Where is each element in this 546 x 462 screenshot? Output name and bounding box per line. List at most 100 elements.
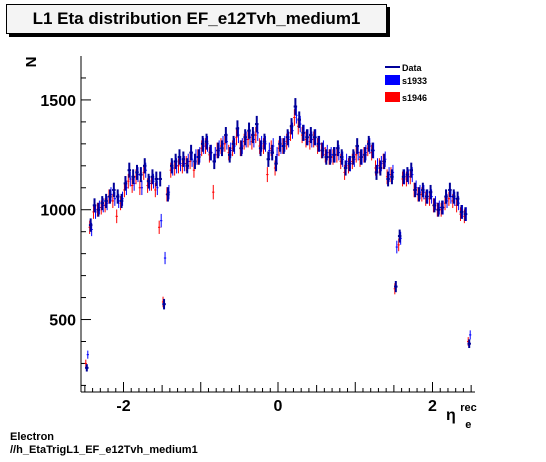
data-point [224, 127, 228, 144]
data-point [181, 151, 186, 167]
data-point [177, 149, 182, 165]
data-point [251, 127, 255, 144]
data-point [173, 153, 178, 170]
data-point [243, 129, 247, 146]
data-point [166, 187, 170, 202]
s1946-point [138, 180, 142, 196]
data-point [123, 176, 128, 191]
data-point [146, 173, 151, 189]
s1933-point [163, 251, 167, 265]
data-point [444, 189, 448, 204]
data-point [421, 182, 425, 198]
data-point [239, 140, 244, 157]
data-point [332, 147, 336, 163]
s1946-point [254, 127, 257, 144]
legend-s1933-swatch [385, 75, 400, 85]
data-point [413, 182, 417, 198]
data-point [293, 98, 298, 115]
data-point [355, 138, 359, 154]
data-point [150, 169, 155, 185]
data-point [459, 205, 464, 219]
data-point [158, 171, 162, 187]
data-point [131, 169, 135, 185]
data-point [339, 149, 344, 165]
data-point [424, 189, 429, 204]
data-point [463, 207, 468, 221]
data-point [448, 182, 452, 198]
data-point [324, 149, 329, 165]
data-point [328, 149, 332, 165]
data-point [390, 169, 394, 185]
data-point [154, 171, 159, 187]
data-point [401, 169, 406, 185]
data-point [436, 202, 441, 217]
data-point [88, 218, 93, 232]
data-point [417, 187, 421, 202]
footer-particle-label: Electron [10, 431, 55, 443]
data-point [394, 280, 398, 293]
footer-histogram-path: //h_EtaTrigL1_EF_e12Tvh_medium1 [10, 444, 198, 456]
data-point [135, 164, 139, 180]
s1946-point [158, 220, 161, 234]
data-point [382, 153, 386, 170]
legend-s1946-label: s1946 [402, 93, 427, 103]
data-point [231, 135, 236, 152]
s1933-point [140, 180, 144, 196]
data-point [104, 193, 108, 209]
data-point [386, 171, 390, 187]
data-point [170, 158, 174, 174]
data-point [312, 129, 317, 146]
s1933-point [86, 350, 89, 359]
data-point [255, 115, 259, 133]
chart-title: L1 Eta distribution EF_e12Tvh_medium1 [32, 9, 361, 28]
data-point [309, 127, 313, 144]
data-point [108, 189, 112, 204]
data-point [467, 339, 471, 349]
data-point [162, 298, 166, 310]
s1933-point [469, 330, 472, 340]
y-tick-label: 1500 [40, 93, 76, 110]
data-point [347, 155, 352, 172]
s1933-point [160, 213, 163, 228]
data-point [405, 167, 410, 183]
x-tick-label: -2 [116, 398, 130, 415]
data-point [452, 189, 456, 204]
data-point [96, 202, 101, 217]
data-point [270, 144, 274, 161]
series-data [85, 98, 471, 372]
data-point [247, 122, 251, 139]
data-point [266, 151, 271, 167]
data-point [455, 191, 460, 206]
data-point [274, 155, 278, 172]
data-point [289, 118, 294, 135]
data-point [189, 144, 193, 161]
axis-ticks: 500 1000 1500 -2 0 2 [40, 77, 472, 415]
legend: Data s1933 s1946 [385, 63, 427, 103]
data-point [216, 142, 220, 159]
data-point [212, 153, 217, 170]
x-axis-label-symbol: η [446, 407, 456, 424]
data-point [200, 135, 205, 152]
data-point [185, 158, 189, 174]
s1946-point [266, 167, 269, 183]
data-point [409, 162, 414, 178]
y-axis-label: N [23, 57, 40, 68]
data-point [305, 129, 309, 146]
legend-s1933-label: s1933 [402, 76, 427, 86]
data-point [297, 111, 301, 128]
data-point [367, 135, 371, 152]
data-point [235, 120, 240, 137]
data-point [397, 229, 402, 243]
data-point [282, 138, 286, 154]
data-point [193, 153, 197, 170]
data-point [278, 135, 282, 152]
x-tick-label: 2 [428, 398, 437, 415]
plot-frame [80, 56, 475, 393]
data-point [112, 182, 116, 198]
chart-title-box: L1 Eta distribution EF_e12Tvh_medium1 [6, 4, 387, 34]
x-axis-label-superscript: rec [460, 402, 477, 414]
data-point [204, 133, 209, 150]
s1933-point [395, 240, 398, 254]
footer: Electron //h_EtaTrigL1_EF_e12Tvh_medium1 [10, 431, 198, 457]
